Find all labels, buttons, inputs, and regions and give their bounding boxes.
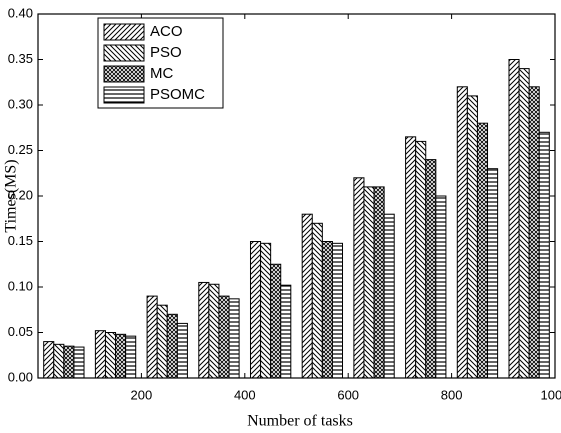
bar [218, 295, 230, 379]
bar [104, 332, 117, 379]
bar [208, 283, 220, 379]
bar [198, 281, 210, 379]
legend-swatch [103, 65, 145, 83]
legend-label: PSOMC [150, 86, 205, 103]
legend-label: PSO [150, 44, 182, 61]
bar [125, 335, 137, 379]
bar [260, 242, 272, 379]
y-tick-label: 0.00 [8, 369, 33, 384]
bar [373, 186, 385, 379]
y-tick-label: 0.25 [8, 142, 33, 157]
y-tick-label: 0.15 [8, 233, 33, 248]
bar [405, 136, 417, 379]
y-tick-label: 0.20 [8, 187, 33, 202]
bar [156, 304, 168, 379]
bar [94, 330, 106, 379]
bar [415, 140, 427, 379]
bar [331, 242, 344, 379]
legend-swatch [103, 86, 145, 104]
bar [176, 322, 188, 379]
x-axis-label: Number of tasks [247, 413, 353, 430]
legend-label: ACO [150, 23, 183, 40]
x-tick-label: 600 [337, 387, 359, 402]
x-tick-label: 800 [441, 387, 463, 402]
x-tick-label: 1000 [541, 387, 561, 402]
y-tick-label: 0.40 [8, 5, 33, 20]
bar [383, 213, 395, 379]
legend-swatch [103, 23, 145, 41]
bar [476, 122, 489, 379]
legend-label: MC [150, 65, 173, 82]
bar [43, 341, 55, 379]
bar [538, 131, 550, 379]
bar [53, 343, 65, 379]
bar [435, 195, 447, 379]
bar [321, 241, 333, 379]
x-tick-label: 200 [131, 387, 153, 402]
bar [487, 168, 499, 379]
bar [311, 222, 323, 379]
bar [228, 298, 240, 379]
bar [466, 95, 478, 379]
legend-swatch [103, 44, 145, 62]
bar [456, 86, 468, 379]
x-tick-label: 400 [234, 387, 256, 402]
bar [63, 345, 75, 379]
y-axis-label: Times(MS) [3, 159, 20, 232]
bar [73, 346, 85, 379]
bar [115, 333, 127, 379]
y-tick-label: 0.10 [8, 278, 33, 293]
bar [363, 186, 375, 379]
y-tick-label: 0.35 [8, 51, 33, 66]
bar [146, 295, 158, 379]
plot-frame [37, 13, 556, 379]
bar [301, 213, 313, 379]
bar [425, 159, 437, 379]
bar [518, 68, 530, 379]
bar [166, 313, 178, 379]
bar [270, 263, 282, 379]
bar [528, 86, 540, 379]
bar [249, 241, 262, 379]
bar [353, 177, 365, 379]
bar [280, 284, 292, 379]
bar [508, 59, 520, 379]
y-tick-label: 0.30 [8, 96, 33, 111]
y-tick-label: 0.05 [8, 324, 33, 339]
